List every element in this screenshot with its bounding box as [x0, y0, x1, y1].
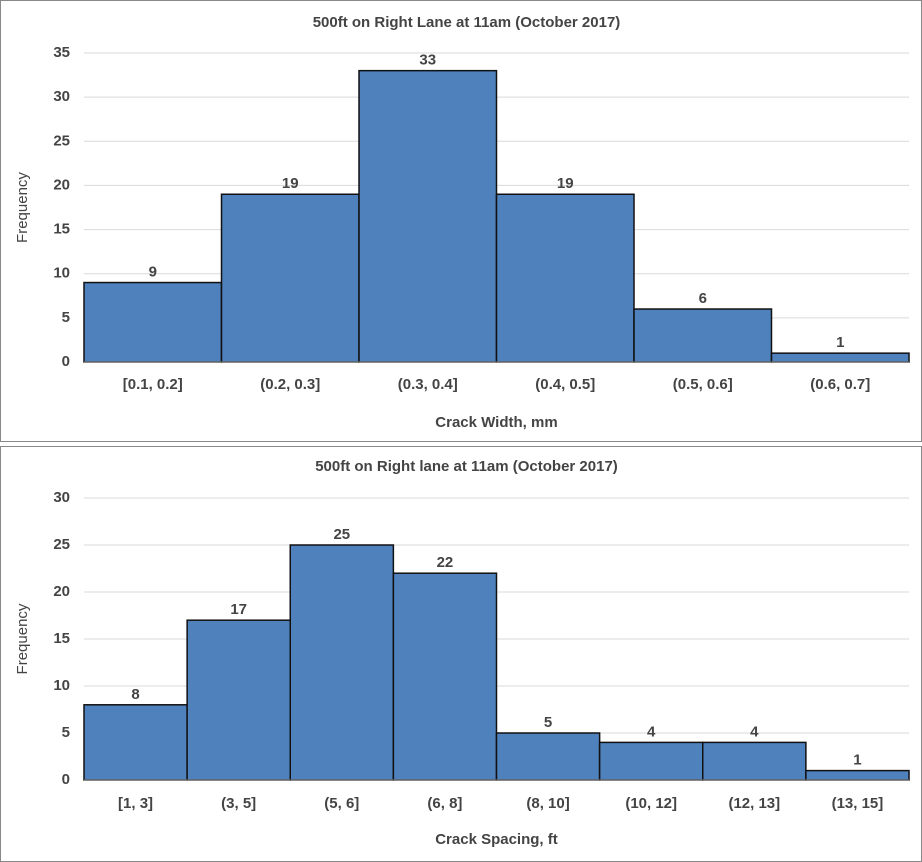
bar: [392, 572, 498, 781]
y-tick-label: 15: [53, 221, 70, 238]
y-tick-label: 10: [53, 677, 70, 694]
bar: [495, 732, 601, 781]
bar: [633, 308, 773, 363]
bar: [186, 619, 291, 781]
y-tick-label: 25: [53, 536, 70, 553]
bar: [83, 704, 188, 781]
chart-panel: 500ft on Right lane at 11am (October 201…: [0, 446, 922, 862]
y-tick-label: 30: [53, 88, 70, 105]
x-tick-label: [1, 3]: [118, 795, 153, 812]
bar: [289, 544, 395, 781]
bar: [598, 741, 704, 781]
y-tick-label: 20: [53, 583, 70, 600]
chart: 500ft on Right Lane at 11am (October 201…: [14, 14, 910, 431]
y-tick-label: 25: [53, 132, 70, 149]
x-tick-label: (12, 13]: [728, 795, 780, 812]
y-axis-label: Frequency: [14, 603, 31, 674]
data-label: 4: [647, 723, 656, 740]
y-tick-label: 5: [62, 724, 70, 741]
x-tick-label: (6, 8]: [427, 795, 462, 812]
y-tick-label: 20: [53, 176, 70, 193]
x-axis-label: Crack Spacing, ft: [435, 831, 558, 848]
x-tick-label: (0.6, 0.7]: [810, 376, 870, 393]
data-label: 4: [750, 723, 759, 740]
chart-panel: 500ft on Right Lane at 11am (October 201…: [0, 0, 922, 442]
y-tick-label: 0: [62, 353, 70, 370]
chart-title: 500ft on Right Lane at 11am (October 201…: [313, 14, 621, 31]
chart-title: 500ft on Right lane at 11am (October 201…: [315, 458, 618, 475]
y-tick-label: 30: [53, 489, 70, 506]
data-label: 8: [131, 686, 139, 703]
y-axis-label: Frequency: [14, 172, 31, 243]
x-tick-label: (0.5, 0.6]: [673, 376, 733, 393]
x-tick-label: [0.1, 0.2]: [123, 376, 183, 393]
data-label: 6: [699, 290, 707, 307]
bar: [770, 352, 910, 363]
data-label: 25: [333, 526, 350, 543]
data-label: 5: [544, 714, 552, 731]
x-tick-label: (0.4, 0.5]: [535, 376, 595, 393]
data-label: 19: [557, 175, 574, 192]
x-tick-label: (10, 12]: [625, 795, 677, 812]
bar: [358, 69, 498, 363]
y-tick-label: 0: [62, 771, 70, 788]
bar: [220, 193, 360, 363]
data-label: 19: [282, 175, 299, 192]
y-tick-label: 35: [53, 44, 70, 61]
data-label: 1: [836, 334, 844, 351]
bar: [495, 193, 635, 363]
x-tick-label: (13, 15]: [832, 795, 884, 812]
y-tick-label: 15: [53, 630, 70, 647]
data-label: 17: [230, 601, 247, 618]
bar: [805, 769, 910, 781]
x-tick-label: (0.3, 0.4]: [398, 376, 458, 393]
x-tick-label: (5, 6]: [324, 795, 359, 812]
bar: [83, 281, 223, 363]
data-label: 1: [853, 752, 861, 769]
x-tick-label: (8, 10]: [526, 795, 569, 812]
data-label: 33: [419, 52, 436, 69]
bar: [702, 741, 807, 781]
x-axis-label: Crack Width, mm: [435, 414, 557, 431]
y-tick-label: 5: [62, 309, 70, 326]
y-tick-label: 10: [53, 265, 70, 282]
x-tick-label: (0.2, 0.3]: [260, 376, 320, 393]
data-label: 9: [149, 264, 157, 281]
chart: 500ft on Right lane at 11am (October 201…: [14, 458, 910, 848]
data-label: 22: [437, 554, 454, 571]
x-tick-label: (3, 5]: [221, 795, 256, 812]
